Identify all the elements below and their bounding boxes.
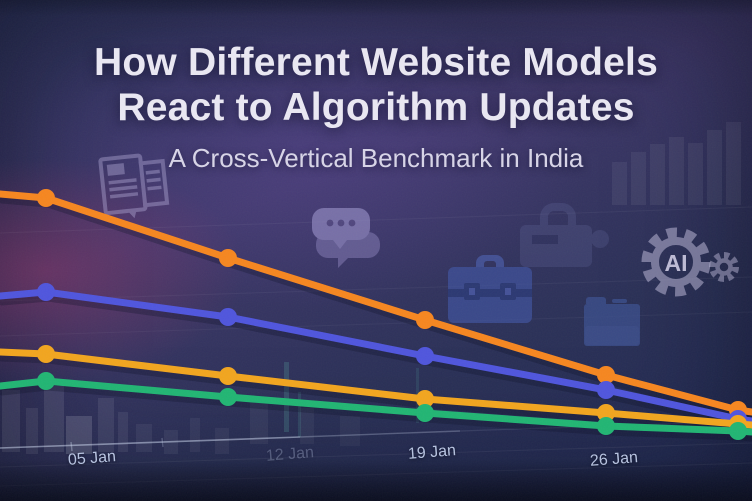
data-point-green (729, 422, 747, 440)
title-block: How Different Website Models React to Alg… (0, 40, 752, 174)
data-point-amber (219, 367, 237, 385)
x-axis-label-2: 12 Jan (265, 444, 315, 465)
x-axis-label-1: 05 Jan (67, 448, 117, 469)
data-point-indigo (219, 308, 237, 326)
data-point-indigo (37, 283, 55, 301)
data-point-green (416, 404, 434, 422)
poster-title: How Different Website Models React to Alg… (0, 40, 752, 130)
data-point-amber (37, 345, 55, 363)
data-point-green (37, 372, 55, 390)
data-point-orange (219, 249, 237, 267)
poster-title-line-1: How Different Website Models (94, 41, 658, 84)
x-axis-label-3: 19 Jan (407, 442, 457, 463)
x-axis-label-4: 26 Jan (589, 449, 639, 470)
data-point-indigo (597, 381, 615, 399)
poster-subtitle: A Cross-Vertical Benchmark in India (168, 143, 584, 173)
data-point-orange (416, 311, 434, 329)
data-point-green (219, 388, 237, 406)
data-point-orange (37, 189, 55, 207)
poster-title-line-2: React to Algorithm Updates (117, 86, 635, 129)
data-point-green (597, 417, 615, 435)
data-point-indigo (416, 347, 434, 365)
top-fade (0, 0, 752, 16)
